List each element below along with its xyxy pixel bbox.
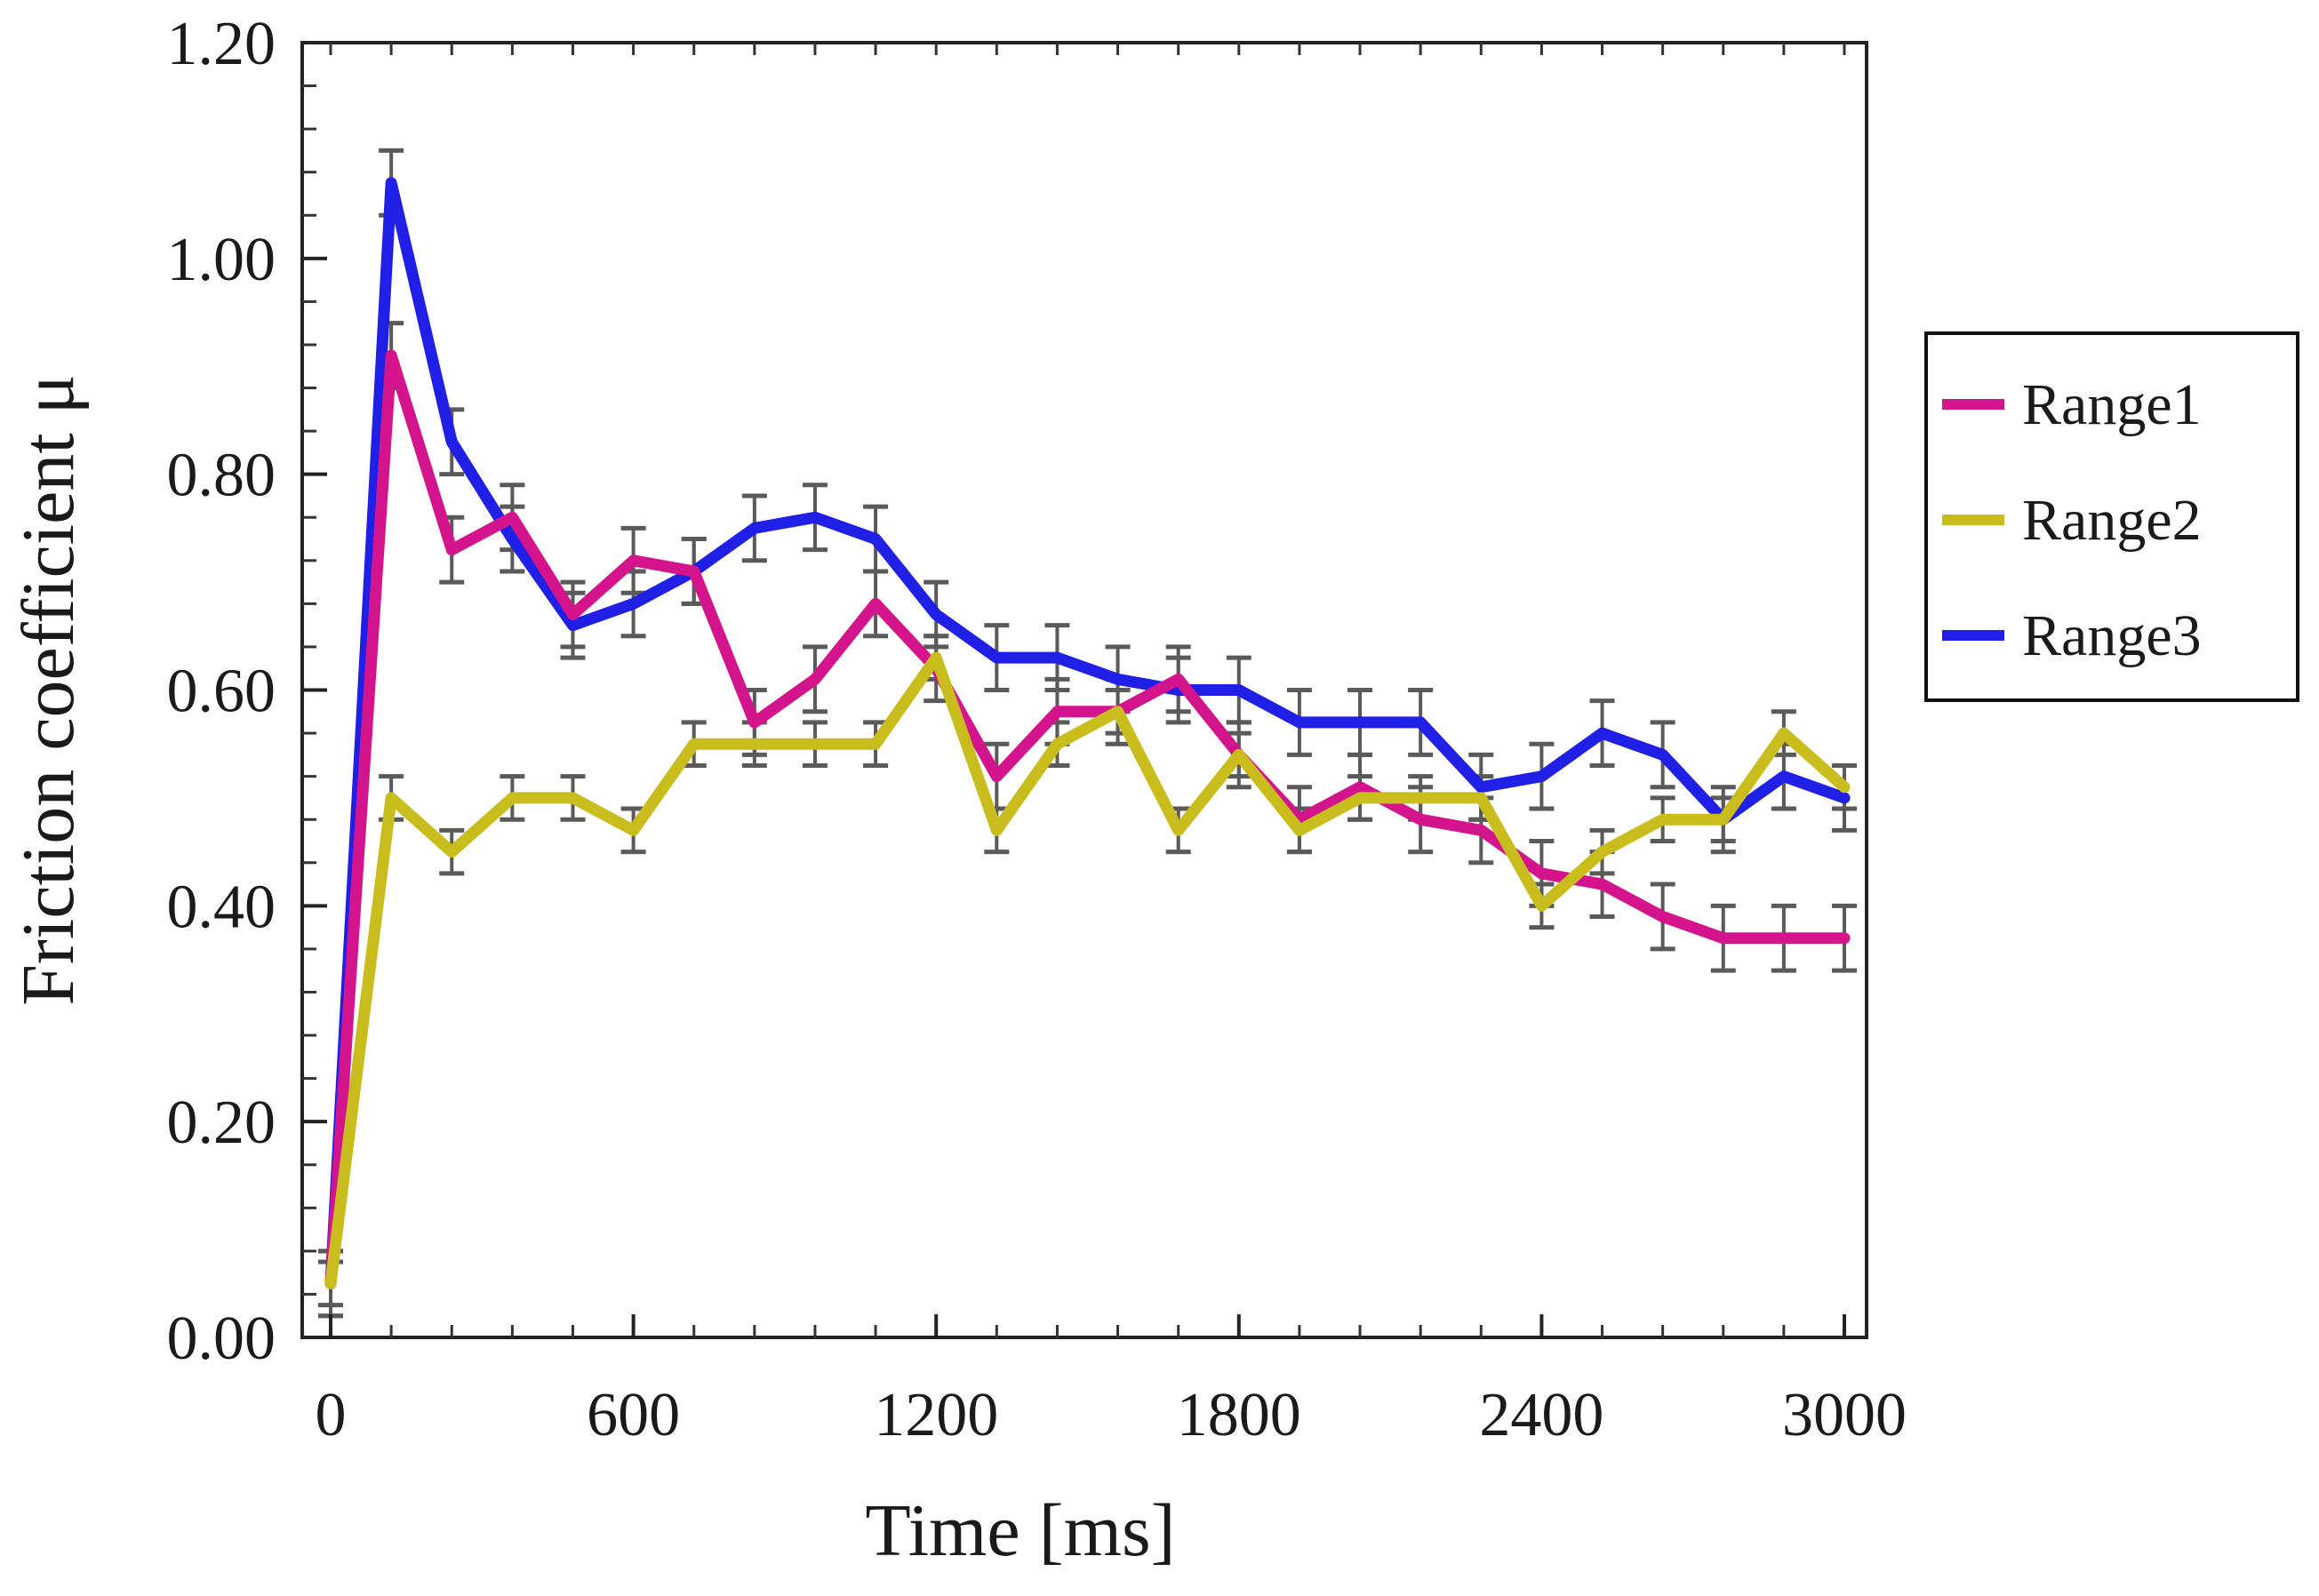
y-axis-title: Friction coefficient μ — [7, 374, 90, 1006]
x-tick-label: 1200 — [874, 1381, 998, 1449]
y-axis-ticks: 0.00 0.20 0.40 0.60 0.80 1.00 1.20 — [167, 10, 327, 1373]
legend-label-range2: Range2 — [2022, 488, 2202, 553]
y-tick-label: 0.80 — [167, 442, 276, 510]
y-tick-label: 0.20 — [167, 1089, 276, 1157]
series-line-range2 — [324, 651, 1851, 1289]
legend-label-range1: Range1 — [2022, 372, 2202, 437]
y-tick-label: 0.40 — [167, 873, 276, 941]
y-tick-label: 0.60 — [167, 658, 276, 726]
legend-label-range3: Range3 — [2022, 603, 2202, 668]
series-line-range1 — [324, 349, 1851, 1289]
x-tick-label: 3000 — [1782, 1381, 1907, 1449]
x-axis-title: Time [ms] — [865, 1489, 1175, 1572]
series-line-range3 — [324, 177, 1851, 1289]
y-tick-label: 0.00 — [167, 1305, 276, 1373]
x-tick-label: 2400 — [1479, 1381, 1603, 1449]
y-tick-label: 1.20 — [167, 10, 276, 78]
x-tick-label: 0 — [316, 1381, 347, 1449]
legend-items: Range1 Range2 Range3 — [1942, 372, 2202, 668]
series-lines — [324, 177, 1851, 1289]
y-tick-label: 1.00 — [167, 226, 276, 294]
legend: Range1 Range2 Range3 — [1924, 331, 2299, 702]
x-tick-label: 1800 — [1177, 1381, 1301, 1449]
x-axis-ticks: 0 600 1200 1800 2400 3000 — [316, 1314, 1907, 1449]
x-tick-label: 600 — [587, 1381, 680, 1449]
